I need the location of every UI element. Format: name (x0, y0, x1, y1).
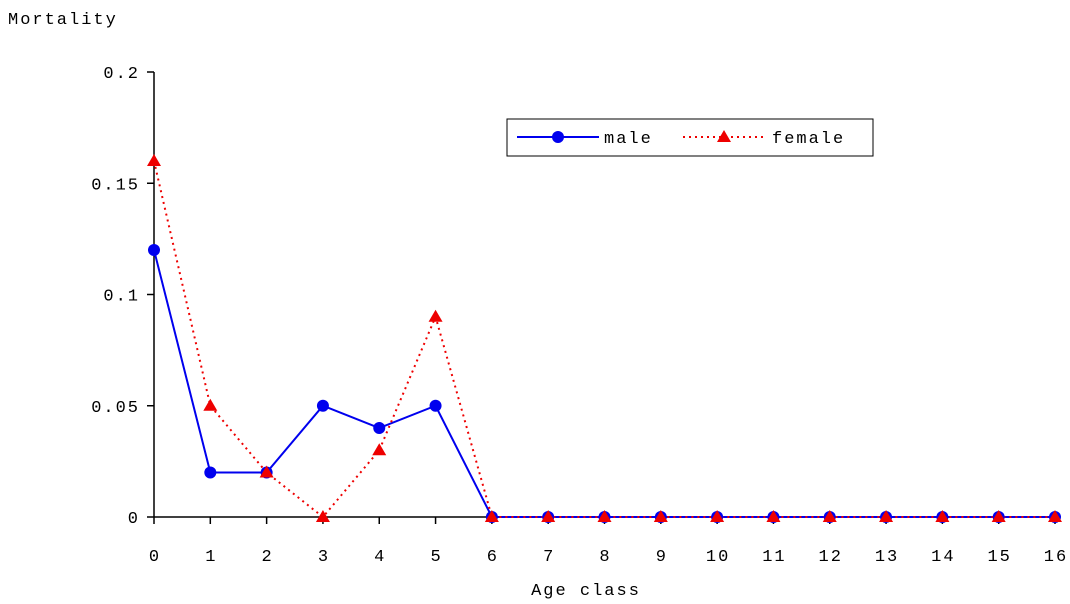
x-tick-label: 2 (262, 548, 274, 567)
legend-male-marker (552, 131, 564, 143)
legend-female-label: female (772, 130, 845, 149)
y-axis-title: Mortality (8, 11, 118, 30)
x-tick-label: 7 (543, 548, 555, 567)
data-point-female (428, 309, 443, 322)
y-tick-label: 0.1 (103, 288, 140, 307)
legend-female-marker (717, 130, 731, 142)
x-tick-label: 3 (318, 548, 330, 567)
x-tick-label: 9 (656, 548, 668, 567)
data-point-female (315, 510, 330, 522)
data-point-female (203, 398, 218, 411)
data-point-female (766, 510, 781, 522)
x-axis-title: Age class (531, 582, 641, 601)
legend-male-label: male (604, 130, 653, 149)
data-point-male (204, 466, 217, 479)
series-line-female (153, 160, 1055, 519)
data-point-male (316, 399, 329, 412)
x-tick-label: 0 (149, 548, 161, 567)
legend: male female (506, 118, 874, 157)
x-tick-label: 1 (205, 548, 217, 567)
x-tick-label: 14 (931, 548, 955, 567)
data-point-female (935, 510, 950, 522)
x-tick-label: 8 (599, 548, 611, 567)
data-point-female (879, 510, 894, 522)
data-point-female (1048, 510, 1062, 522)
data-point-male (148, 244, 160, 256)
data-point-male (373, 422, 386, 434)
data-point-male (429, 399, 442, 412)
y-tick-label: 0.15 (91, 176, 140, 195)
series-line-male (153, 249, 1055, 518)
x-tick-label: 16 (1044, 548, 1068, 567)
series-layer (147, 154, 1062, 523)
data-point-female (653, 510, 668, 522)
data-point-female (372, 443, 387, 456)
x-tick-label: 15 (987, 548, 1011, 567)
x-tick-label: 10 (706, 548, 730, 567)
x-tick-label: 4 (374, 548, 386, 567)
x-tick-label: 6 (487, 548, 499, 567)
y-ticks: 0 0.05 0.1 0.15 0.2 (91, 65, 154, 529)
data-point-female (147, 154, 161, 166)
data-point-female (991, 510, 1006, 522)
x-tick-label: 12 (819, 548, 843, 567)
y-tick-label: 0.2 (103, 65, 140, 84)
data-point-female (710, 510, 725, 522)
data-point-female (541, 510, 556, 522)
y-tick-label: 0.05 (91, 399, 140, 418)
x-tick-label: 13 (875, 548, 899, 567)
data-point-female (259, 465, 274, 478)
x-tick-label: 11 (762, 548, 786, 567)
data-point-female (597, 510, 612, 522)
data-point-female (484, 510, 499, 522)
x-tick-label: 5 (430, 548, 442, 567)
x-ticks: 0 1 2 3 4 5 6 7 8 9 10 11 12 13 14 15 16 (149, 517, 1068, 567)
y-tick-label: 0 (128, 510, 140, 529)
data-point-female (822, 510, 837, 522)
